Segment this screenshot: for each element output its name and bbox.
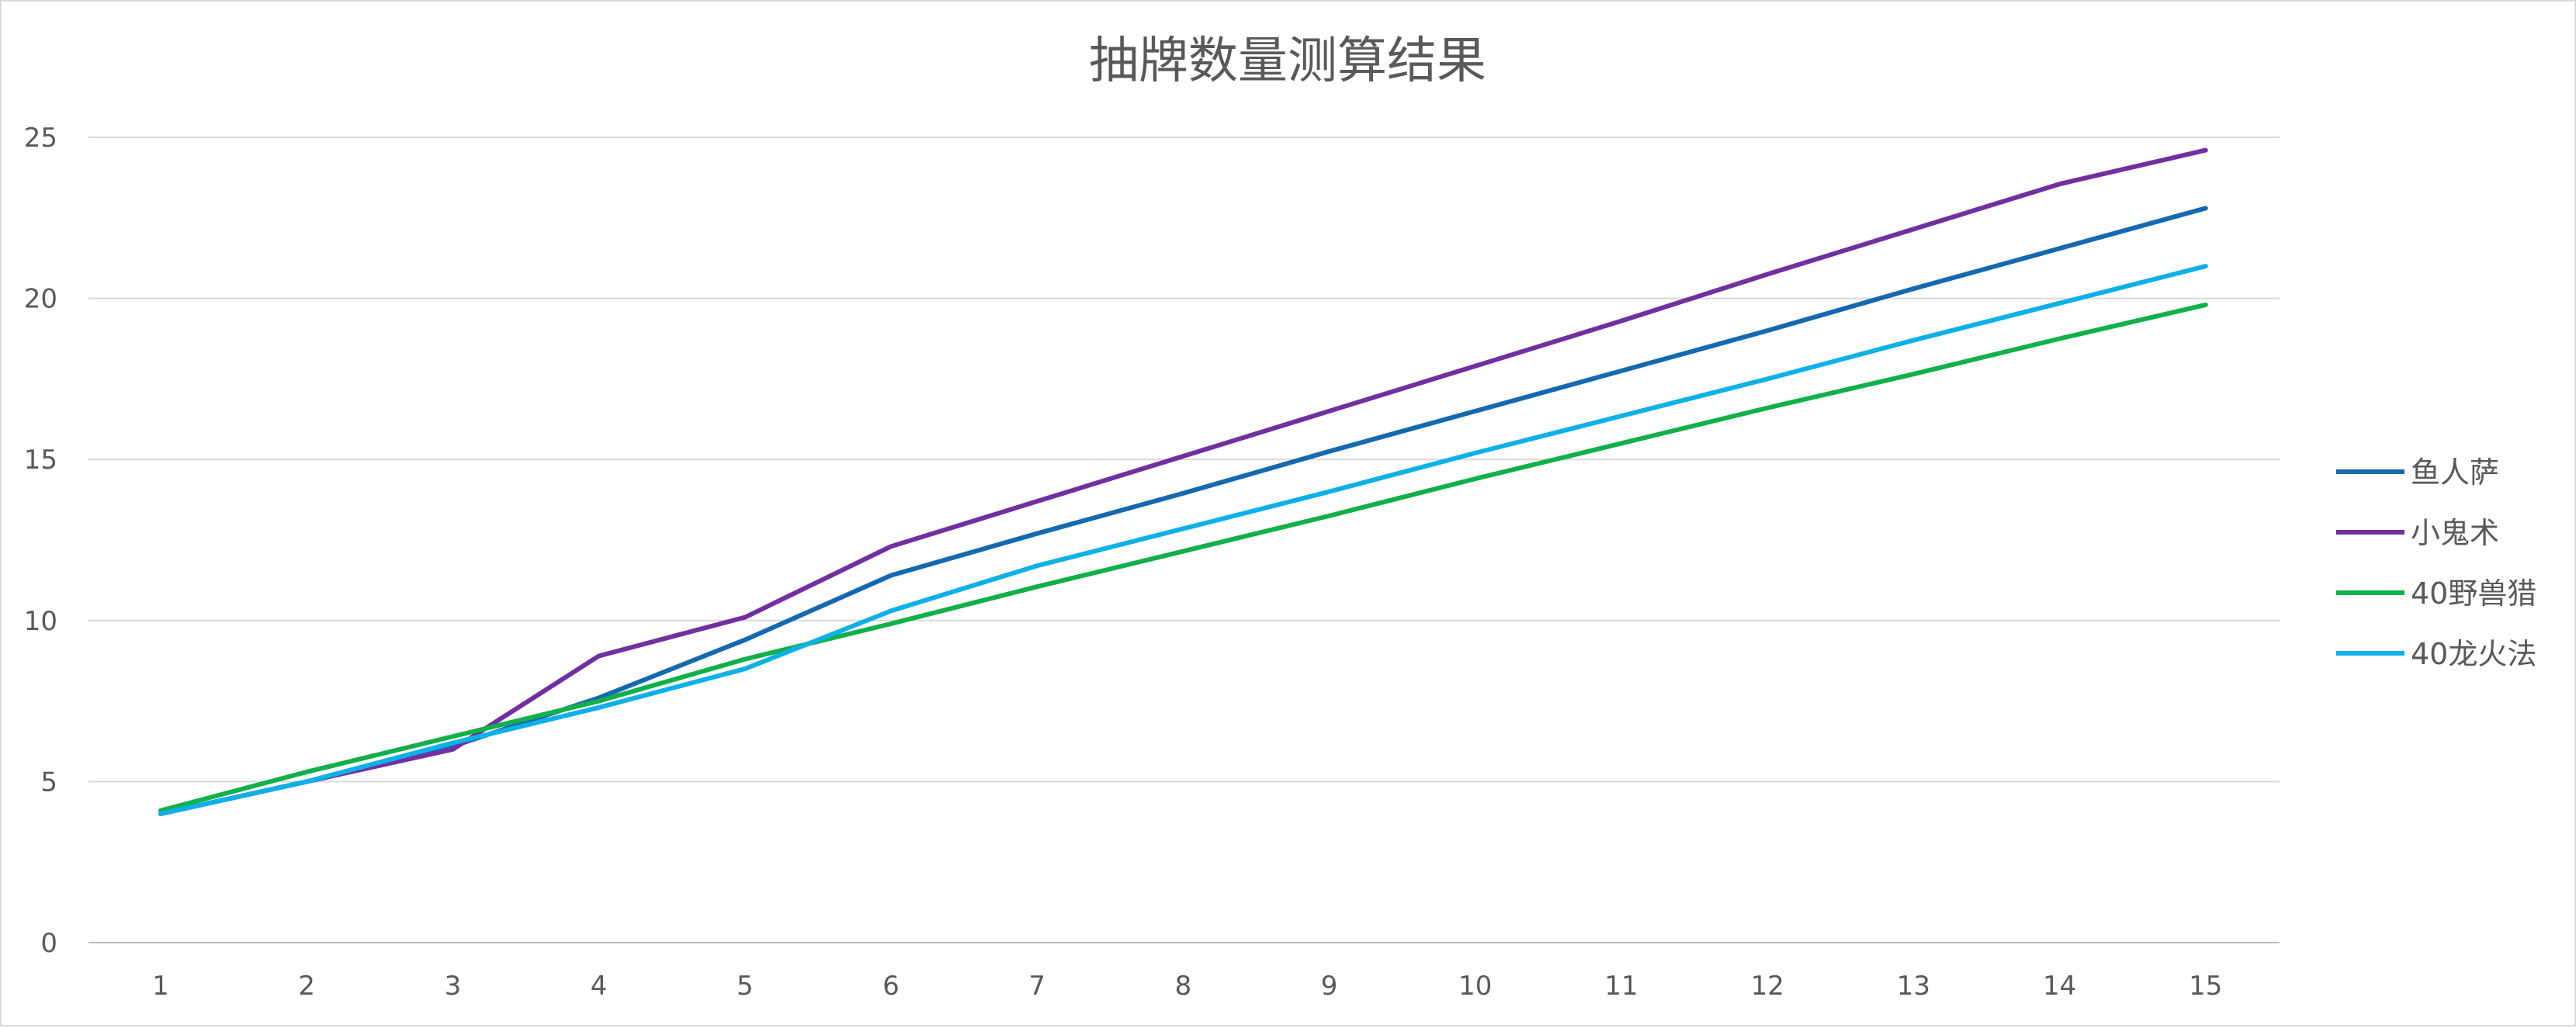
legend-label: 40龙火法 xyxy=(2411,637,2536,671)
gridlines xyxy=(88,137,2280,943)
x-tick-label: 1 xyxy=(152,971,169,1002)
x-tick-label: 14 xyxy=(2043,971,2076,1002)
series-line-2 xyxy=(158,147,2208,816)
y-tick-label: 10 xyxy=(24,606,57,637)
series-lines xyxy=(158,147,2208,816)
x-tick-label: 5 xyxy=(737,971,754,1002)
series-line-4 xyxy=(158,264,2208,816)
y-axis-ticks: 0 5 10 15 20 25 xyxy=(24,123,57,959)
x-tick-label: 13 xyxy=(1897,971,1930,1002)
x-tick-label: 3 xyxy=(445,971,462,1002)
x-tick-label: 7 xyxy=(1028,971,1045,1002)
y-tick-label: 20 xyxy=(24,284,57,315)
x-axis-ticks: 1 2 3 4 5 6 7 8 9 10 11 12 13 14 15 xyxy=(152,971,2222,1002)
x-tick-label: 2 xyxy=(298,971,315,1002)
legend-label: 40野兽猎 xyxy=(2411,576,2536,611)
legend-label: 鱼人萨 xyxy=(2411,455,2499,490)
y-tick-label: 0 xyxy=(40,928,57,959)
y-tick-label: 5 xyxy=(40,767,57,798)
y-tick-label: 25 xyxy=(24,123,57,154)
x-tick-label: 6 xyxy=(882,971,900,1002)
x-tick-label: 12 xyxy=(1751,971,1784,1002)
series-line-3 xyxy=(158,302,2208,813)
legend-label: 小鬼术 xyxy=(2411,516,2499,550)
x-tick-label: 11 xyxy=(1604,971,1638,1002)
x-tick-label: 10 xyxy=(1458,971,1492,1002)
x-tick-label: 4 xyxy=(591,971,608,1002)
x-tick-label: 9 xyxy=(1321,971,1338,1002)
x-tick-label: 15 xyxy=(2189,971,2222,1002)
y-tick-label: 15 xyxy=(24,445,57,476)
x-tick-label: 8 xyxy=(1175,971,1192,1002)
chart-title: 抽牌数量测算结果 xyxy=(1089,33,1486,90)
